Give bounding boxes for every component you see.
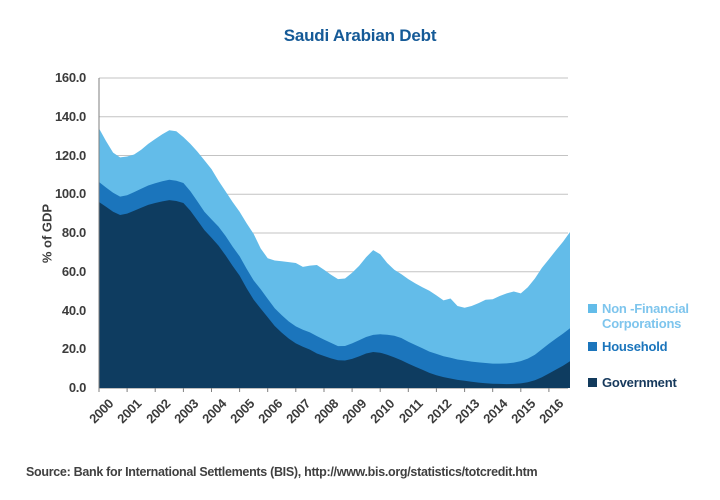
legend-label: Non -Financial Corporations [602, 301, 689, 331]
legend-label: Household [602, 339, 668, 354]
legend-item: Non -Financial Corporations [588, 301, 720, 331]
y-tick-label: 80.0 [61, 225, 86, 240]
legend-label: Government [602, 375, 677, 390]
legend-item: Government [588, 375, 720, 390]
y-tick-label: 20.0 [61, 341, 86, 357]
chart-legend: Non -Financial Corporations Household Gover… [588, 301, 720, 390]
y-tick-label: 140.0 [54, 108, 86, 124]
y-axis-title: % of GDP [39, 203, 55, 264]
y-tick-label: 160.0 [54, 70, 86, 85]
legend-item: Household [588, 339, 720, 354]
legend-swatch-icon [588, 304, 597, 313]
y-tick-label: 0.0 [68, 380, 86, 395]
y-tick-label: 100.0 [54, 186, 86, 202]
y-tick-label: 60.0 [61, 263, 86, 279]
legend-swatch-icon [588, 342, 597, 351]
y-tick-label: 40.0 [61, 302, 86, 318]
y-tick-label: 120.0 [54, 147, 86, 163]
chart-title: Saudi Arabian Debt [283, 26, 437, 45]
area-government [99, 200, 570, 388]
legend-swatch-icon [588, 378, 597, 387]
source-citation: Source: Bank for International Settlemen… [26, 465, 538, 479]
